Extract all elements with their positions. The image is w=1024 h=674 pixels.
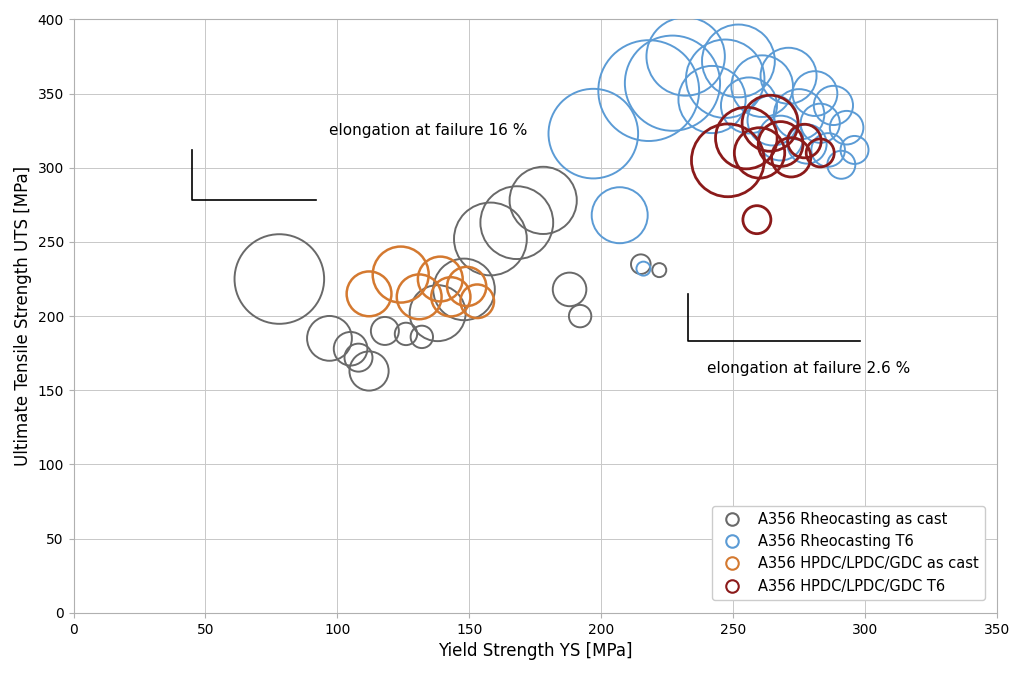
X-axis label: Yield Strength YS [MPa]: Yield Strength YS [MPa] bbox=[438, 642, 633, 660]
Text: elongation at failure 16 %: elongation at failure 16 % bbox=[330, 123, 527, 138]
Y-axis label: Ultimate Tensile Strength UTS [MPa]: Ultimate Tensile Strength UTS [MPa] bbox=[14, 166, 32, 466]
Text: elongation at failure 2.6 %: elongation at failure 2.6 % bbox=[707, 361, 910, 375]
Legend: A356 Rheocasting as cast, A356 Rheocasting T6, A356 HPDC/LPDC/GDC as cast, A356 : A356 Rheocasting as cast, A356 Rheocasti… bbox=[712, 506, 985, 600]
